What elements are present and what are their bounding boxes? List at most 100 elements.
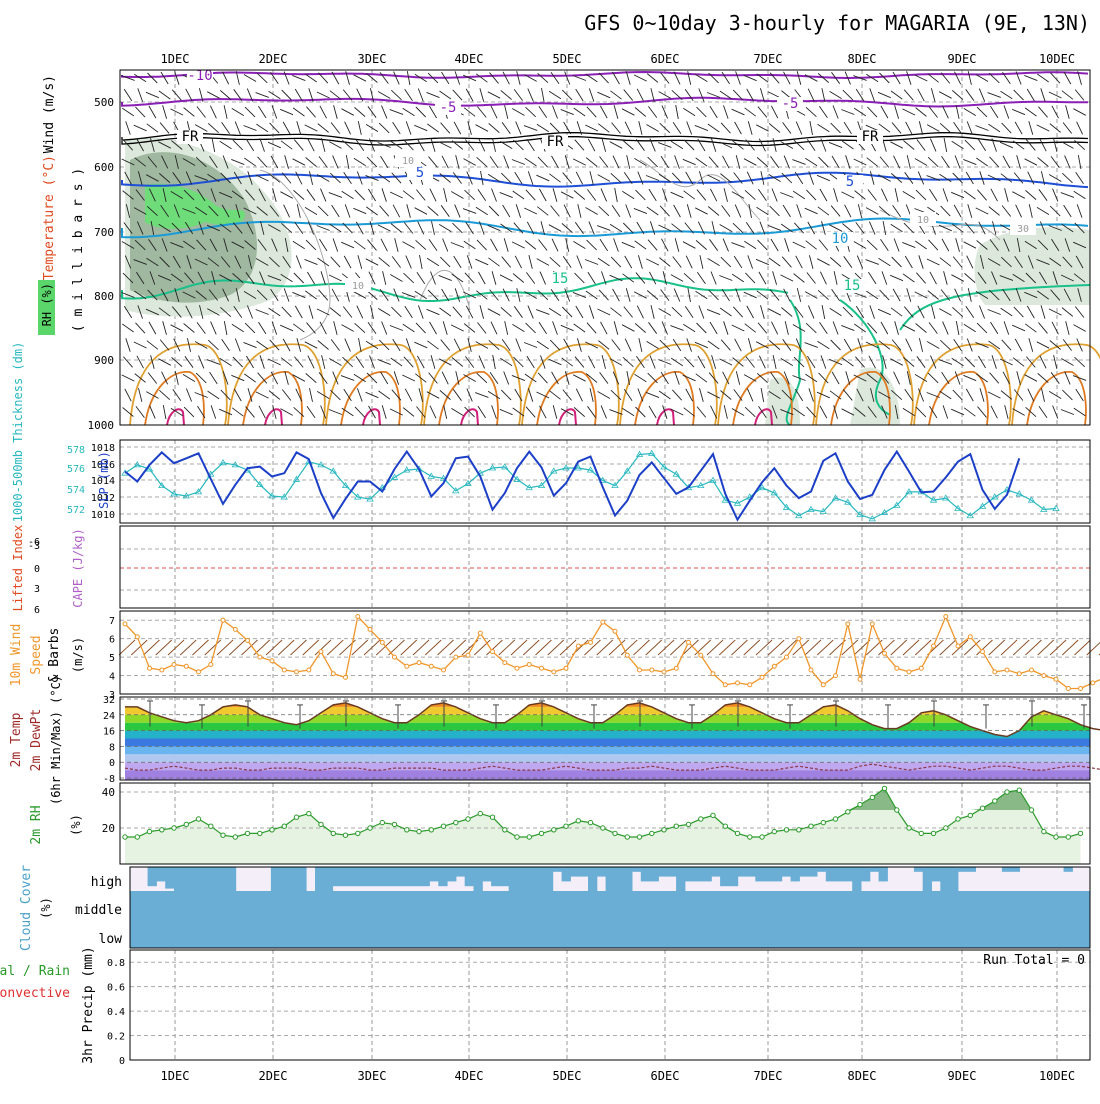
temp-band	[125, 722, 1090, 731]
wind-barb	[1074, 356, 1086, 368]
cloud-midlow-block	[130, 891, 1090, 948]
slp-tick-label: 1016	[91, 460, 115, 471]
wind-barb	[426, 257, 440, 267]
wind-barb	[269, 205, 280, 217]
wind-barb	[601, 271, 607, 285]
wind-barb	[475, 341, 489, 349]
wind-barb	[670, 325, 684, 331]
wind-barb	[902, 191, 916, 199]
wind-barb	[284, 238, 289, 252]
wind-speed-point	[453, 654, 459, 660]
wind-barb	[758, 189, 767, 201]
wind-barb	[673, 204, 681, 218]
rh-point	[367, 825, 373, 831]
wind-barb	[711, 355, 717, 369]
cloud-high-bar	[614, 867, 624, 891]
wind-barb	[636, 356, 645, 368]
surface-wind-barb	[682, 639, 699, 656]
date-label-top: 5DEC	[553, 52, 582, 66]
wind-barb	[416, 189, 426, 201]
wind-barb	[987, 258, 1001, 266]
wind-speed-point	[710, 671, 716, 677]
surface-wind-barb	[437, 639, 454, 656]
rh-point	[1053, 834, 1059, 840]
wind-barb	[231, 108, 245, 116]
wind-barb	[293, 139, 304, 151]
thickness-point	[942, 494, 950, 501]
wind-barb	[938, 91, 952, 99]
wind-barb	[731, 242, 745, 248]
rh-point	[722, 823, 728, 829]
wind-barb	[954, 288, 962, 302]
surface-wind-barb	[167, 639, 185, 656]
wind-barb	[256, 72, 268, 84]
wind-barb	[209, 238, 218, 252]
wind-barb	[1073, 108, 1087, 116]
rh-point	[649, 830, 655, 837]
wind-barb	[138, 388, 143, 402]
wind-barb	[429, 188, 437, 202]
wind-barb	[476, 372, 488, 384]
wind-barb	[1037, 73, 1049, 83]
rh-point	[208, 823, 214, 829]
wind-barb	[890, 141, 904, 149]
wind-barb	[637, 388, 644, 402]
wind-barb	[747, 121, 753, 135]
wind-barb	[148, 105, 157, 119]
wind-barb	[841, 109, 855, 115]
wind-barb	[613, 105, 619, 119]
wind-barb	[906, 371, 911, 385]
wind-barb	[696, 322, 707, 334]
wind-speed-point	[208, 662, 214, 667]
convective-contour	[754, 408, 773, 426]
wind-barb	[418, 388, 424, 402]
convective-contour	[340, 371, 401, 426]
wind-barb	[894, 105, 900, 119]
wind-speed-point	[183, 663, 189, 669]
wind-barb	[794, 388, 804, 402]
contour-label-bg	[827, 232, 853, 246]
wind-barb	[610, 389, 622, 401]
rh-point	[808, 823, 814, 829]
wind-barb	[954, 371, 961, 385]
wind-barb	[853, 158, 867, 166]
wind-barb	[466, 388, 473, 402]
wind-barb	[574, 272, 585, 284]
wind-barb	[733, 255, 743, 269]
wind-barb	[428, 372, 438, 384]
wind-barb	[967, 71, 972, 85]
surface-wind-barb	[363, 639, 381, 656]
wind-barb	[782, 339, 792, 351]
wind-barb	[492, 355, 496, 369]
wind-barb	[623, 172, 633, 184]
wind-barb	[767, 224, 782, 232]
wind-barb	[598, 72, 609, 84]
wind-barb	[1049, 340, 1061, 350]
wind-barb	[367, 106, 377, 118]
wind-barb	[121, 374, 135, 382]
wind-barb	[637, 255, 643, 269]
wind-barb	[184, 272, 194, 284]
wind-barb	[552, 405, 558, 419]
surface-wind-barb	[608, 639, 626, 656]
wind-barb	[182, 374, 196, 382]
cloud-high-bar	[447, 867, 457, 882]
wind-barb	[243, 291, 257, 299]
wind-barb	[512, 407, 525, 417]
wind-barb	[235, 71, 240, 85]
wind-barb	[160, 288, 169, 302]
wind-barb	[540, 221, 546, 235]
surface-wind-barb	[204, 639, 222, 656]
wind-barb	[356, 88, 364, 102]
wind-barb	[390, 140, 403, 150]
wind-barb	[622, 356, 634, 368]
wind-barb	[894, 188, 899, 202]
rh-point	[575, 818, 581, 824]
temp-contour--10	[121, 70, 1089, 80]
wind-barb	[635, 272, 646, 284]
cape-ylabel-li: Lifted Index	[11, 525, 25, 612]
wind-barb	[1039, 271, 1047, 285]
wind-barb	[162, 405, 167, 419]
wind-barb	[451, 273, 464, 283]
